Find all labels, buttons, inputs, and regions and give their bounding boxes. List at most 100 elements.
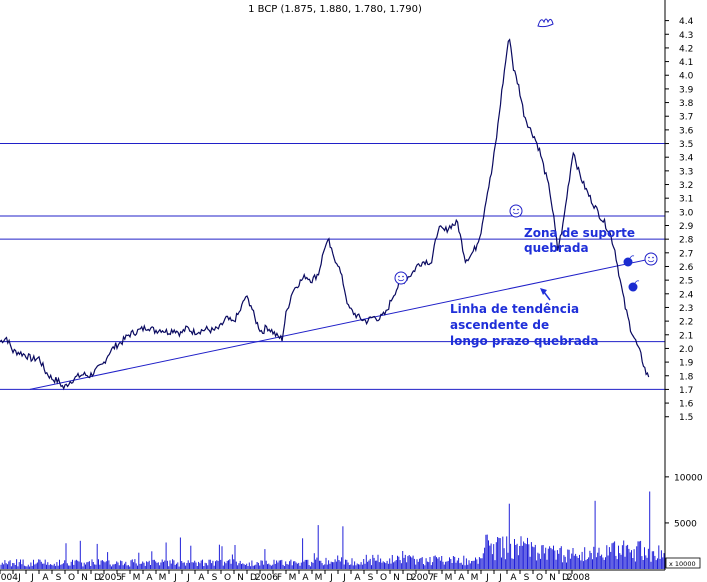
time-tick-label: N xyxy=(549,573,556,582)
price-axis: 4.4 4.3 4.2 4.1 4.0 3.9 3.8 3.7 3.6 3.5 3.4 3.3 3.2 3… xyxy=(0,0,694,571)
price-tick-label: 3.8 xyxy=(679,99,694,109)
time-tick-label: S xyxy=(212,573,218,582)
volume-tick-label: 5000 xyxy=(674,519,697,529)
price-tick-label: 3.6 xyxy=(679,126,694,136)
time-tick-label: D xyxy=(562,573,569,582)
markers xyxy=(394,18,658,292)
time-tick-label: J xyxy=(485,573,489,582)
price-tick-label: 3.1 xyxy=(679,195,693,205)
time-axis: 2004JJASOND2005FMAMJJASOND2006FMAMJJASON… xyxy=(0,570,590,582)
volume-unit-label: x 10000 xyxy=(669,560,696,568)
time-tick-label: A xyxy=(458,573,465,582)
time-tick-label: J xyxy=(186,573,190,582)
price-tick-label: 4.1 xyxy=(679,58,693,68)
price-tick-label: 3.0 xyxy=(679,208,694,218)
bomb-fuse xyxy=(634,280,640,284)
price-tick-label: 3.3 xyxy=(679,167,693,177)
time-tick-label: J xyxy=(17,573,21,582)
smiley-icon xyxy=(394,271,408,285)
time-tick-label: 2008 xyxy=(567,573,590,582)
time-tick-label: N xyxy=(81,573,88,582)
annotation-trendline: longo prazo quebrada xyxy=(450,334,599,348)
time-tick-label: F xyxy=(277,573,282,582)
volume-tick-label: 10000 xyxy=(674,473,703,483)
price-tick-label: 2.3 xyxy=(679,304,693,314)
price-tick-label: 4.0 xyxy=(679,72,694,82)
price-tick-label: 1.6 xyxy=(679,400,694,410)
annotation-support-zone: quebrada xyxy=(524,241,589,255)
annotation-trendline: Linha de tendência xyxy=(450,302,579,316)
trendline xyxy=(29,259,648,390)
time-tick-label: F xyxy=(433,573,438,582)
price-tick-label: 3.5 xyxy=(679,140,693,150)
time-tick-label: A xyxy=(146,573,153,582)
annotation-support-zone: Zona de suporte xyxy=(524,226,635,240)
peak-icon xyxy=(537,18,554,28)
smiley-eye xyxy=(648,256,650,259)
time-tick-label: O xyxy=(224,573,231,582)
price-tick-label: 1.8 xyxy=(679,372,694,382)
price-tick-label: 4.4 xyxy=(679,17,694,27)
time-tick-label: A xyxy=(510,573,517,582)
bomb-fuse xyxy=(629,255,635,259)
price-tick-label: 1.5 xyxy=(679,413,693,423)
time-tick-label: O xyxy=(380,573,387,582)
annotation-arrowhead xyxy=(540,288,547,295)
time-tick-label: M xyxy=(159,573,167,582)
price-tick-label: 3.9 xyxy=(679,85,694,95)
price-series xyxy=(0,38,650,391)
time-tick-label: M xyxy=(133,573,141,582)
price-line xyxy=(0,38,650,391)
price-tick-label: 2.9 xyxy=(679,222,694,232)
volume-bars xyxy=(0,491,665,569)
price-tick-label: 2.1 xyxy=(679,331,693,341)
smiley-mouth xyxy=(397,279,405,282)
time-tick-label: N xyxy=(393,573,400,582)
price-tick-label: 3.2 xyxy=(679,181,693,191)
annotation-trendline: ascendente de xyxy=(450,318,549,332)
smiley-eye xyxy=(652,256,654,259)
chart-title: 1 BCP (1.875, 1.880, 1.780, 1.790) xyxy=(248,4,422,15)
price-tick-label: 2.7 xyxy=(679,249,693,259)
price-tick-label: 3.4 xyxy=(679,154,694,164)
smiley-mouth xyxy=(647,260,655,263)
smiley-mouth xyxy=(512,212,520,215)
time-tick-label: A xyxy=(198,573,205,582)
time-tick-label: S xyxy=(524,573,530,582)
price-tick-label: 2.4 xyxy=(679,290,694,300)
price-tick-label: 1.7 xyxy=(679,386,693,396)
price-tick-label: 2.6 xyxy=(679,263,694,273)
time-tick-label: 2005 xyxy=(99,573,122,582)
volume-unit-box xyxy=(665,557,701,569)
time-tick-label: 2004 xyxy=(0,573,18,582)
time-tick-label: M xyxy=(315,573,323,582)
time-tick-label: D xyxy=(250,573,257,582)
time-tick-label: A xyxy=(42,573,49,582)
smiley-icon xyxy=(644,252,658,266)
time-tick-label: N xyxy=(237,573,244,582)
time-tick-label: A xyxy=(354,573,361,582)
time-tick-label: J xyxy=(173,573,177,582)
price-tick-label: 4.2 xyxy=(679,44,693,54)
volume-axis: 10000 5000 x 10000 xyxy=(665,473,703,569)
time-tick-label: J xyxy=(342,573,346,582)
price-tick-label: 3.7 xyxy=(679,113,693,123)
bomb-icon xyxy=(628,282,638,292)
time-tick-label: S xyxy=(56,573,62,582)
price-tick-label: 2.0 xyxy=(679,345,694,355)
smiley-eye xyxy=(402,275,404,278)
time-tick-label: M xyxy=(471,573,479,582)
price-tick-label: 2.2 xyxy=(679,318,693,328)
time-tick-label: J xyxy=(498,573,502,582)
price-tick-label: 4.3 xyxy=(679,31,693,41)
time-tick-label: A xyxy=(302,573,309,582)
time-tick-label: D xyxy=(406,573,413,582)
trendline-group xyxy=(29,259,648,390)
smiley-eye xyxy=(517,208,519,211)
time-tick-label: M xyxy=(445,573,453,582)
time-tick-label: 2006 xyxy=(255,573,278,582)
time-tick-label: S xyxy=(368,573,374,582)
